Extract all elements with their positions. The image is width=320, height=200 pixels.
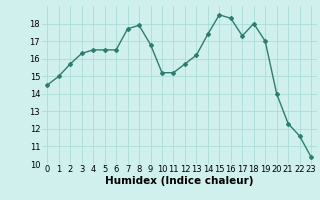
X-axis label: Humidex (Indice chaleur): Humidex (Indice chaleur) [105, 176, 253, 186]
